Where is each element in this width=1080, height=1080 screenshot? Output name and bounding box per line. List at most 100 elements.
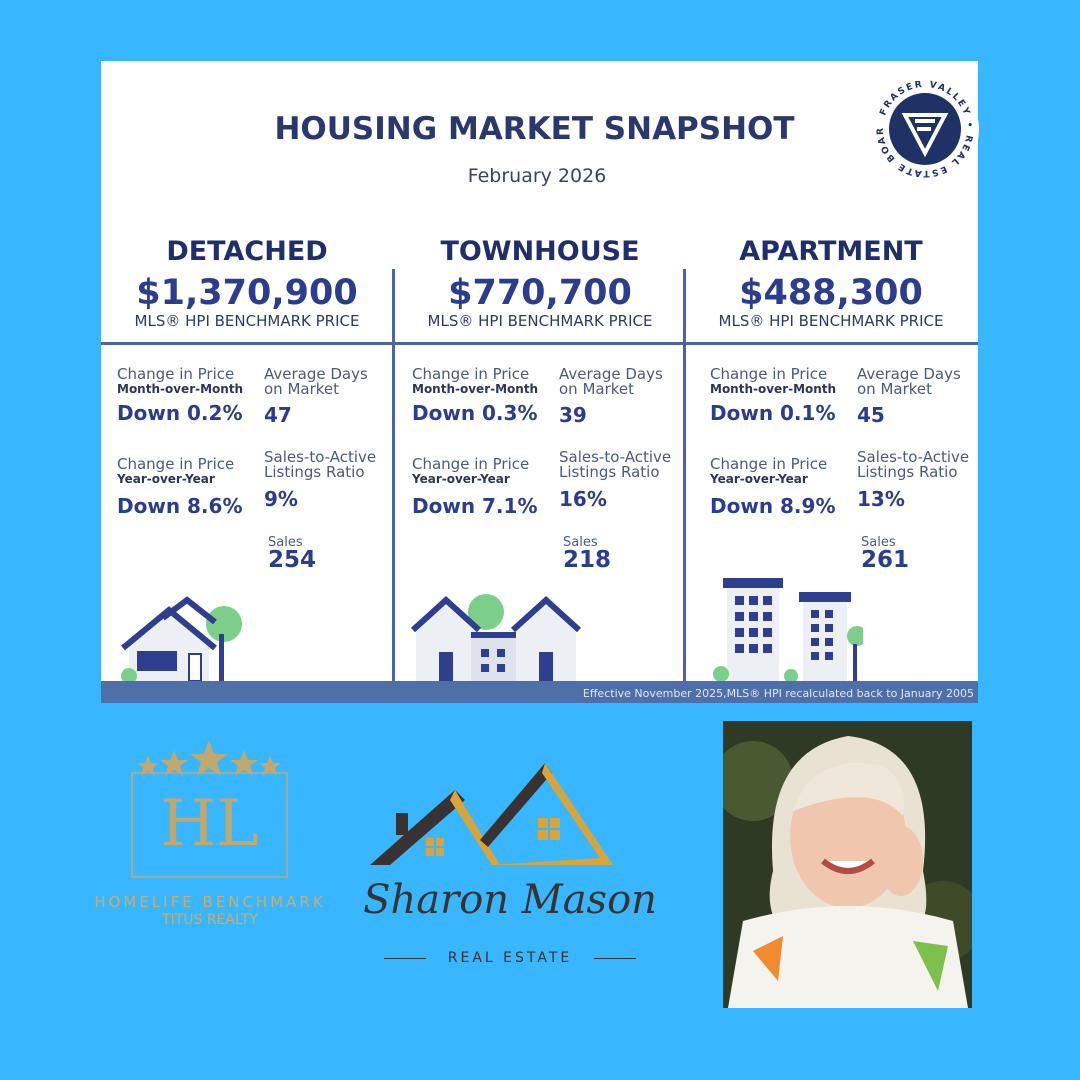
sublabel: Month-over-Month	[412, 382, 539, 396]
sublabel: Month-over-Month	[117, 382, 244, 396]
label: Sales-to-Active	[264, 448, 377, 466]
label: Change in Price	[412, 365, 530, 383]
benchmark-label: MLS® HPI BENCHMARK PRICE	[427, 312, 653, 330]
benchmark-price: $770,700	[448, 273, 632, 313]
label: Listings Ratio	[559, 463, 660, 481]
label: Change in Price	[710, 365, 828, 383]
column-detached: DETACHED $1,370,900 MLS® HPI BENCHMARK P…	[101, 231, 393, 681]
label: on Market	[264, 380, 340, 398]
dom-label: Average Days on Market	[857, 367, 961, 397]
label: Listings Ratio	[264, 463, 365, 481]
label: Average Days	[857, 365, 961, 383]
brokerage-sub: TITUS REALTY	[162, 912, 258, 928]
dom-label: Average Days on Market	[264, 367, 368, 397]
yoy-value: Down 8.6%	[117, 494, 243, 518]
yoy-value: Down 7.1%	[412, 494, 538, 518]
label: Average Days	[264, 365, 368, 383]
value-text: 39	[559, 403, 587, 427]
value-text: Down 8.6%	[117, 494, 243, 518]
value-text: 45	[857, 403, 885, 427]
sales-value: 218	[563, 547, 611, 573]
value-text: 13%	[857, 487, 905, 511]
benchmark-price: $488,300	[739, 273, 923, 313]
yoy-label: Change in Price Year-over-Year	[412, 457, 529, 487]
dom-label: Average Days on Market	[559, 367, 663, 397]
apartment-icon	[713, 578, 863, 682]
sales-label: Sales	[268, 534, 303, 550]
sublabel: Year-over-Year	[117, 472, 215, 486]
column-title: TOWNHOUSE	[440, 236, 640, 267]
townhouse-icon	[411, 594, 581, 682]
label: Sales-to-Active	[857, 448, 970, 466]
column-townhouse: TOWNHOUSE $770,700 MLS® HPI BENCHMARK PR…	[394, 231, 686, 681]
label: Sales	[268, 535, 303, 550]
mom-value: Down 0.3%	[412, 401, 538, 425]
page-title: HOUSING MARKET SNAPSHOT	[274, 111, 795, 147]
ratio-value: 16%	[559, 487, 607, 511]
label: Sales	[861, 535, 896, 550]
ratio-label: Sales-to-Active Listings Ratio	[559, 450, 671, 480]
sublabel: Year-over-Year	[412, 472, 510, 486]
column-title: DETACHED	[166, 236, 328, 267]
benchmark-label: MLS® HPI BENCHMARK PRICE	[134, 312, 360, 330]
value-text: 254	[268, 547, 317, 573]
footnote: Effective November 2025,MLS® HPI recalcu…	[101, 681, 978, 703]
divider	[392, 269, 395, 682]
yoy-value: Down 8.9%	[710, 494, 836, 518]
sales-value: 254	[268, 547, 316, 573]
benchmark-price: $1,370,900	[136, 273, 358, 313]
agent-sub: REAL ESTATE	[330, 950, 690, 966]
mom-value: Down 0.2%	[117, 401, 243, 425]
label: Average Days	[559, 365, 663, 383]
label: Change in Price	[117, 365, 235, 383]
agent-sub-text: REAL ESTATE	[447, 950, 573, 966]
divider	[683, 269, 686, 682]
column-apartment: APARTMENT $488,300 MLS® HPI BENCHMARK PR…	[685, 231, 977, 681]
sublabel: Month-over-Month	[710, 382, 837, 396]
dom-value: 45	[857, 403, 885, 427]
yoy-label: Change in Price Year-over-Year	[117, 457, 234, 487]
report-date: February 2026	[467, 165, 607, 187]
value-text: 9%	[264, 487, 298, 511]
agent-photo	[723, 721, 972, 1008]
column-title: APARTMENT	[739, 236, 923, 267]
sharon-mason-logo: Sharon Mason REAL ESTATE	[330, 755, 690, 975]
value-text: Down 8.9%	[710, 494, 836, 518]
label: Change in Price	[117, 455, 235, 473]
dom-value: 39	[559, 403, 587, 427]
divider	[101, 342, 978, 345]
value-text: 16%	[559, 487, 607, 511]
mom-value: Down 0.1%	[710, 401, 836, 425]
mom-label: Change in Price Month-over-Month	[117, 367, 243, 397]
label: Sales-to-Active	[559, 448, 672, 466]
label: Change in Price	[412, 455, 530, 473]
benchmark-label: MLS® HPI BENCHMARK PRICE	[718, 312, 944, 330]
label: on Market	[559, 380, 635, 398]
mom-label: Change in Price Month-over-Month	[710, 367, 836, 397]
mom-label: Change in Price Month-over-Month	[412, 367, 538, 397]
value-text: 218	[563, 547, 612, 573]
label: Change in Price	[710, 455, 828, 473]
detached-house-icon	[121, 596, 242, 681]
value-text: Down 0.1%	[710, 401, 836, 425]
ratio-label: Sales-to-Active Listings Ratio	[264, 450, 376, 480]
brokerage-name: HOMELIFE BENCHMARK	[94, 893, 326, 911]
label: Listings Ratio	[857, 463, 958, 481]
stars-icon	[131, 740, 288, 878]
value-text: Down 0.2%	[117, 401, 243, 425]
yoy-label: Change in Price Year-over-Year	[710, 457, 827, 487]
label: Sales	[563, 535, 598, 550]
sublabel: Year-over-Year	[710, 472, 808, 486]
dom-value: 47	[264, 403, 292, 427]
ratio-value: 13%	[857, 487, 905, 511]
value-text: Down 0.3%	[412, 401, 538, 425]
sales-value: 261	[861, 547, 909, 573]
value-text: 47	[264, 403, 292, 427]
brokerage-initials: HL	[160, 787, 259, 861]
label: on Market	[857, 380, 933, 398]
agent-name: Sharon Mason	[363, 877, 657, 923]
ratio-value: 9%	[264, 487, 298, 511]
homelife-logo: HL HOMELIFE BENCHMARK TITUS REALTY	[60, 735, 350, 935]
value-text: Down 7.1%	[412, 494, 538, 518]
